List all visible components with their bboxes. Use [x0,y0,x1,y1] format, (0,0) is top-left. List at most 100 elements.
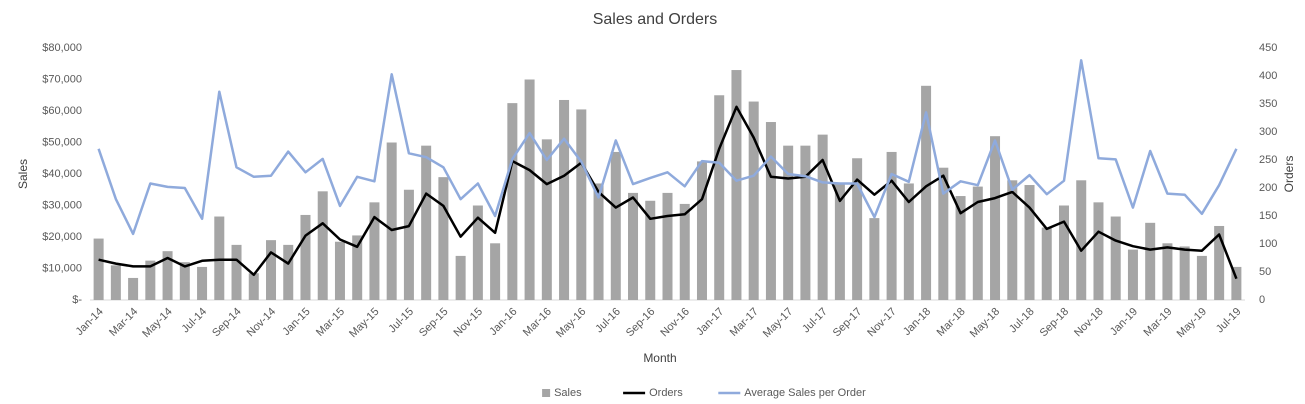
line [98,105,1238,280]
bar [231,244,242,300]
x-tick-label: Sep-17 [831,306,865,340]
legend-label: Sales [554,387,582,399]
y2-tick-label: 450 [1259,42,1277,54]
bar [1145,222,1156,300]
x-tick-label: Jul-14 [180,306,210,336]
x-tick-label: Jan-14 [74,306,106,338]
x-tick-label: Jan-17 [694,306,726,338]
y-tick-label: $80,000 [42,42,82,54]
bar [490,243,501,300]
x-tick-label: Jul-19 [1214,306,1244,336]
bar [128,277,139,300]
bar [610,151,621,300]
bar [1041,227,1052,300]
y-tick-label: $60,000 [42,105,82,117]
y2-tick-label: 200 [1259,182,1277,194]
x-tick-label: Sep-14 [210,306,244,340]
line [97,59,1238,236]
bar [421,145,432,300]
x-tick-label: Jul-15 [386,306,416,336]
x-tick-label: Jan-19 [1108,306,1140,338]
bar [852,158,863,300]
x-tick-label: Mar-14 [107,306,140,339]
x-tick-label: Jan-18 [901,306,933,338]
bar [369,202,380,300]
bar [507,103,518,300]
y-tick-label: $50,000 [42,136,82,148]
bar [662,192,673,300]
bar [559,99,570,300]
legend-label: Average Sales per Order [744,387,866,399]
bar [145,260,156,300]
bar [765,122,776,301]
y2-tick-label: 300 [1259,126,1277,138]
bar [576,109,587,300]
bar [541,139,552,300]
x-tick-label: May-15 [347,306,381,340]
bar [1024,185,1035,300]
bar [628,192,639,300]
bar [972,186,983,300]
bar [1007,180,1018,300]
bar [283,244,294,300]
x-tick-label: Nov-18 [1072,306,1106,340]
bar [438,177,449,300]
x-tick-label: Mar-17 [728,306,761,339]
y-tick-label: $30,000 [42,199,82,211]
x-tick-label: May-17 [761,306,795,340]
bar [955,196,966,300]
bar [990,136,1001,300]
y-tick-label: $70,000 [42,73,82,85]
bar [1231,266,1242,300]
bar [1110,216,1121,300]
x-tick-label: Nov-17 [865,306,899,340]
x-tick-label: Nov-15 [451,306,485,340]
x-tick-label: Mar-19 [1141,306,1174,339]
bar [696,161,707,300]
bar [869,218,880,300]
bar [731,70,742,300]
bar [110,265,121,300]
y2-tick-label: 250 [1259,154,1277,166]
x-tick-label: Nov-16 [658,306,692,340]
y-tick-label: $10,000 [42,262,82,274]
bar [645,200,656,300]
bar [834,183,845,300]
x-tick-label: Mar-16 [521,306,554,339]
bar [162,251,173,300]
bar [179,262,190,300]
bar [197,266,208,300]
bar [1179,246,1190,300]
bar [679,203,690,300]
x-tick-label: May-18 [968,306,1002,340]
bar [1214,225,1225,300]
bar [386,142,397,300]
bar [903,183,914,300]
bar [921,85,932,300]
x-tick-label: Jan-16 [487,306,519,338]
chart-title: Sales and Orders [593,11,718,28]
bar [886,151,897,300]
x-tick-label: May-16 [554,306,588,340]
x-tick-label: Sep-16 [624,306,658,340]
bar [1196,255,1207,300]
bar [472,205,483,300]
x-tick-label: Sep-18 [1038,306,1072,340]
legend-swatch [542,389,551,397]
y2-tick-label: 350 [1259,98,1277,110]
bar [93,238,104,300]
bar [214,216,225,300]
bar [317,191,328,300]
bar [1093,202,1104,300]
y2-tick-label: 400 [1259,70,1277,82]
bar [334,241,345,300]
x-tick-label: Mar-18 [935,306,968,339]
bar [1058,205,1069,300]
bar [593,183,604,300]
bar [455,255,466,300]
x-tick-label: Jul-17 [800,306,830,336]
bar [817,134,828,300]
x-tick-label: Mar-15 [314,306,347,339]
bar [352,235,363,300]
